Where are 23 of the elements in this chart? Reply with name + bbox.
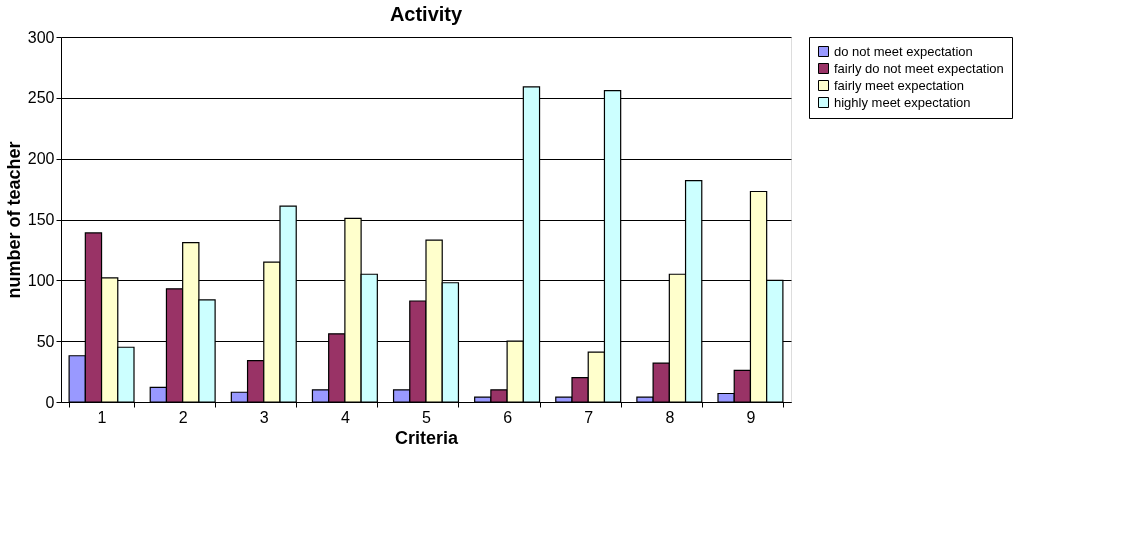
x-axis-title: Criteria [394,427,459,448]
legend-label: do not meet expectation [834,43,973,59]
y-tick-label: 200 [27,150,55,168]
legend-label: fairly meet expectation [834,77,965,93]
y-tick-label: 0 [45,393,55,411]
x-tick-label: 5 [422,408,432,426]
y-tick-label: 100 [27,271,55,289]
x-tick-label: 3 [259,408,269,426]
x-tick-label: 7 [584,408,594,426]
y-tick-label: 150 [27,211,55,228]
legend-label: highly meet expectation [834,94,971,110]
x-tick-label: 6 [503,408,513,426]
chart-title: Activity [389,3,463,25]
y-tick-label: 250 [27,89,55,107]
y-tick-label: 300 [27,28,55,46]
legend-label: fairly do not meet expectation [834,60,1004,76]
x-tick-label: 2 [178,408,188,426]
x-tick-label: 1 [97,408,107,426]
x-tick-label: 9 [746,408,756,426]
y-axis-title: number of teacher [3,141,24,299]
x-tick-label: 4 [340,408,350,426]
y-tick-label: 50 [36,332,55,350]
x-tick-label: 8 [665,408,675,426]
